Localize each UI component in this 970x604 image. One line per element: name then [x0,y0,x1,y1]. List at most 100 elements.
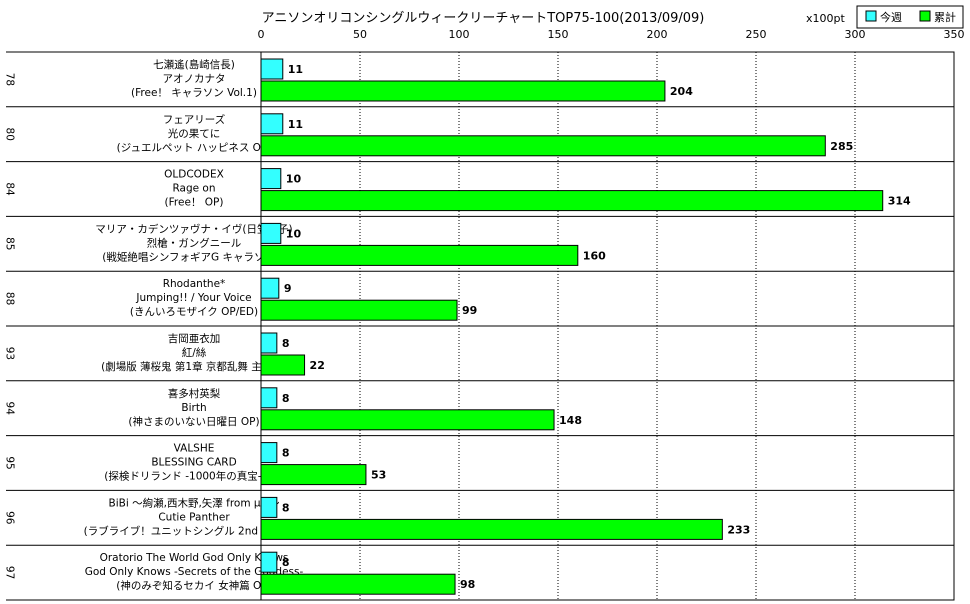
rank-label: 85 [3,237,15,250]
category-label-line: Cutie Panther [158,511,230,523]
category-label-line: Rhodanthe* [163,278,226,290]
value-label-weekly: 10 [286,173,302,186]
rank-label: 93 [3,347,15,360]
legend-swatch-total [919,10,931,22]
rank-label: 96 [3,511,15,525]
category-label-line: 七瀬遙(島崎信長) [153,58,235,71]
category-label-line: God Only Knows -Secrets of the Goddess- [85,566,304,578]
category-row: 78 七瀬遙(島崎信長) アオノカナタ (Free！ キャラソン Vol.1) [3,51,954,99]
rank-label: 78 [3,73,15,86]
bar-weekly [260,551,278,573]
value-label-weekly: 11 [288,63,303,76]
legend-box [856,5,964,29]
category-row: 94 喜多村英梨 Birth(神さまのいない日曜日 OP) [3,380,954,428]
x-tick-label: 350 [944,28,965,41]
value-label-total: 204 [670,85,693,98]
category-label-line: 喜多村英梨 [168,387,221,400]
bar-weekly [260,277,280,299]
value-label-total: 53 [371,469,386,482]
category-label-line: (Free！ キャラソン Vol.1) [131,87,257,99]
rank-label: 95 [3,456,15,469]
category-label-line: (きんいろモザイク OP/ED) [130,306,258,318]
x-tick-label: 300 [845,28,866,41]
category-label-line: Birth [181,402,206,414]
category-row: 97 Oratorio The World God Only Knows God O… [3,544,954,592]
rank-label: 80 [3,128,15,141]
bar-total [260,244,579,266]
value-label-total: 22 [310,359,325,372]
bar-total [260,409,555,431]
category-label-line: (探検ドリランド -1000年の真宝- ED) [104,470,283,483]
value-label-weekly: 11 [288,118,303,131]
category-row: 88 Rhodanthe* Jumping!! / Your Voice (きんいろモ… [3,270,954,318]
value-label-total: 314 [888,195,911,208]
rank-label: 88 [3,292,15,305]
value-label-weekly: 8 [282,392,290,405]
value-label-weekly: 10 [286,227,302,240]
bar-total [260,354,306,376]
bar-total [260,299,458,321]
category-label-line: (ラブライブ！ユニットシングル 2nd session) [84,524,305,537]
value-label-total: 233 [727,523,750,536]
category-label-line: アオノカナタ [163,73,226,85]
bar-weekly [260,496,278,518]
chart-rows: 78 七瀬遙(島崎信長) アオノカナタ (Free！ キャラソン Vol.1) 80 フェ… [3,51,954,601]
category-label-line: (戦姫絶唱シンフォギアG キャラソン3) [102,250,286,263]
value-label-weekly: 8 [282,556,290,569]
category-label-line: (神のみぞ知るセカイ 女神篇 OP) [116,579,271,592]
category-label-line: Jumping!! / Your Voice [135,292,251,304]
category-label-line: 烈槍・ガングニール [147,236,242,249]
bar-total [260,190,884,212]
rank-label: 97 [3,566,15,579]
category-label-line: BLESSING CARD [151,457,236,469]
bar-total [260,464,367,486]
category-label-line: (神さまのいない日曜日 OP) [128,415,259,428]
category-label-line: OLDCODEX [164,169,224,181]
category-label-line: 吉岡亜衣加 [168,332,221,345]
bar-weekly [260,387,278,409]
value-label-weekly: 8 [282,501,290,514]
category-label-line: (Free！ OP) [165,197,224,209]
value-label-weekly: 9 [284,282,292,295]
category-row: 96 BiBi ～絢瀬,西木野,矢澤 from μ's～ Cutie Panther… [3,489,954,537]
value-label-total: 148 [559,414,582,427]
category-label-line: BiBi ～絢瀬,西木野,矢澤 from μ's～ [109,496,280,509]
legend-swatch-weekly [865,10,877,22]
legend-label-total: 累計 [934,10,956,24]
x-tick-label: 150 [548,28,569,41]
category-row: 95 VALSHE BLESSING CARD(探検ドリランド -1000年の真宝-… [3,435,954,483]
category-label-line: (劇場版 薄桜鬼 第1章 京都乱舞 主題歌) [101,360,287,373]
category-label-line: (ジュエルペット ハッピネス OP) [117,142,272,154]
bar-weekly [260,332,278,354]
category-row: 84 OLDCODEX Rage on (Free！ OP) [3,161,954,209]
bar-total [260,518,723,540]
value-label-weekly: 8 [282,447,290,460]
value-label-total: 99 [462,304,477,317]
category-label-line: VALSHE [174,443,215,455]
rank-label: 84 [3,182,15,196]
x-tick-label: 200 [647,28,668,41]
category-label-line: 光の果てに [168,127,221,140]
category-label-line: 紅/絲 [182,346,207,359]
category-label-line: マリア・カデンツァヴナ・イヴ(日笠陽子) [95,222,292,235]
bar-weekly [260,442,278,464]
category-label-line: フェアリーズ [163,113,225,126]
bar-weekly [260,58,284,80]
category-row: 85 マリア・カデンツァヴナ・イヴ(日笠陽子)烈槍・ガングニール(戦姫絶唱シンフォ… [3,215,954,263]
chart-unit: x100pt [806,12,845,25]
bar-weekly [260,113,284,135]
x-tick-label: 100 [449,28,470,41]
value-label-total: 98 [460,578,475,591]
value-label-total: 285 [830,140,853,153]
legend-label-weekly: 今週 [880,10,902,24]
x-tick-label: 250 [746,28,767,41]
category-label-line: Rage on [172,183,215,195]
x-tick-labels: 0 50 100 150 200 250 300 350 [258,28,965,41]
bar-weekly [260,168,282,190]
plot-frame [260,51,955,601]
bar-total [260,80,666,102]
